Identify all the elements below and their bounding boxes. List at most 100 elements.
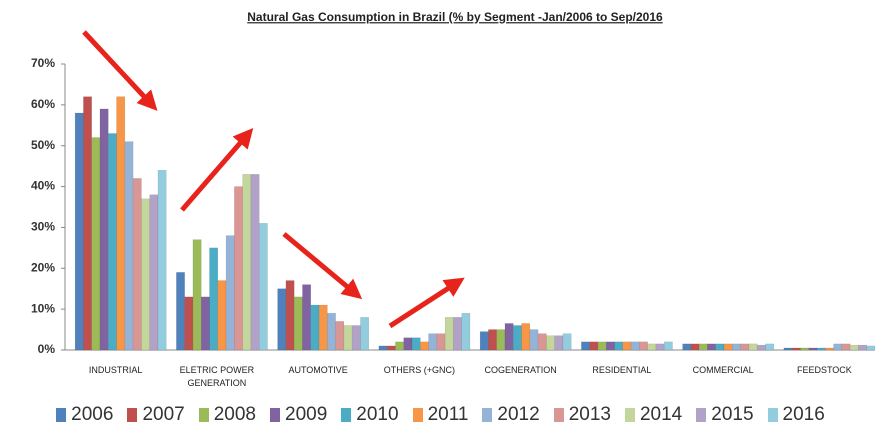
y-tick-label: 30% bbox=[31, 220, 55, 234]
x-tick-label: FEEDSTOCK bbox=[796, 365, 852, 375]
legend-label: 2010 bbox=[356, 404, 399, 425]
bar bbox=[614, 341, 624, 351]
arrow bbox=[388, 277, 465, 329]
bar bbox=[453, 317, 462, 351]
chart-title: Natural Gas Consumption in Brazil (% by … bbox=[247, 10, 663, 24]
bar bbox=[723, 343, 733, 351]
bar bbox=[529, 329, 539, 351]
bar bbox=[403, 337, 413, 351]
bar bbox=[436, 333, 446, 351]
bar bbox=[756, 344, 766, 351]
legend-item: 2013 bbox=[553, 404, 611, 426]
bar bbox=[74, 112, 84, 351]
legend-swatch bbox=[127, 408, 138, 422]
y-tick-label: 50% bbox=[31, 138, 55, 152]
legend-item: 2012 bbox=[482, 404, 540, 426]
bar bbox=[217, 280, 227, 351]
bar bbox=[546, 335, 555, 351]
legend-swatch bbox=[341, 408, 352, 422]
bar bbox=[554, 335, 564, 351]
x-tick-label: COMMERCIAL bbox=[692, 365, 754, 375]
legend-label: 2007 bbox=[142, 404, 185, 425]
bar bbox=[293, 296, 303, 351]
bar bbox=[800, 347, 809, 351]
bar bbox=[99, 108, 109, 351]
legend-label: 2012 bbox=[497, 404, 540, 425]
bar bbox=[605, 341, 615, 351]
bar bbox=[496, 329, 506, 351]
y-tick-label: 10% bbox=[31, 301, 55, 315]
legend: 2006 2007 2008 2009 2010 2011 2012 2013 2014 2015… bbox=[0, 404, 881, 426]
bar bbox=[428, 333, 438, 351]
legend-swatch bbox=[412, 408, 423, 422]
legend-swatch bbox=[482, 408, 493, 422]
bar bbox=[285, 280, 295, 351]
legend-label: 2014 bbox=[639, 404, 683, 425]
legend-swatch bbox=[767, 408, 778, 422]
bar bbox=[461, 312, 471, 351]
legend-item: 2011 bbox=[412, 404, 469, 426]
legend-swatch bbox=[696, 408, 707, 422]
y-tick-label: 20% bbox=[31, 260, 55, 274]
bar bbox=[124, 141, 134, 351]
bar bbox=[351, 325, 361, 351]
bar bbox=[581, 341, 590, 351]
bar bbox=[234, 186, 243, 351]
bar bbox=[310, 304, 320, 351]
bar bbox=[327, 312, 336, 351]
bar bbox=[258, 223, 268, 351]
bar bbox=[647, 343, 657, 351]
bar bbox=[655, 343, 665, 351]
bar bbox=[242, 174, 252, 351]
bar bbox=[639, 341, 648, 351]
bar bbox=[521, 323, 531, 351]
legend-item: 2008 bbox=[198, 404, 256, 426]
x-tick-label: AUTOMOTIVE bbox=[288, 365, 348, 375]
bar bbox=[488, 329, 497, 351]
bar bbox=[277, 288, 287, 351]
bar bbox=[715, 343, 725, 351]
x-tick-label: OTHERS (+GNC) bbox=[383, 365, 455, 375]
bar bbox=[622, 341, 632, 351]
bar bbox=[833, 343, 843, 351]
bar bbox=[740, 343, 750, 351]
y-tick-label: 40% bbox=[31, 179, 55, 193]
legend-item: 2016 bbox=[767, 404, 825, 426]
bar bbox=[343, 325, 353, 351]
x-tick-label: RESIDENTIAL bbox=[592, 365, 652, 375]
bar bbox=[386, 345, 396, 351]
bar bbox=[513, 325, 522, 351]
bar bbox=[335, 321, 345, 351]
bar bbox=[108, 133, 117, 351]
legend-label: 2009 bbox=[285, 404, 328, 425]
bar bbox=[630, 341, 640, 351]
bar bbox=[209, 247, 219, 351]
y-tick-label: 0% bbox=[38, 342, 56, 356]
bar bbox=[808, 347, 818, 351]
y-tick-label: 70% bbox=[31, 56, 55, 70]
bar bbox=[302, 284, 312, 351]
bar bbox=[783, 347, 793, 351]
bar bbox=[200, 296, 210, 351]
legend-swatch bbox=[56, 408, 67, 422]
bar bbox=[91, 137, 101, 351]
y-tick-label: 60% bbox=[31, 97, 55, 111]
bar bbox=[849, 344, 859, 351]
bar bbox=[149, 194, 159, 351]
bar bbox=[791, 347, 801, 351]
bar bbox=[537, 333, 547, 351]
bar bbox=[816, 347, 826, 351]
bar bbox=[562, 333, 572, 351]
legend-label: 2011 bbox=[427, 404, 469, 425]
legend-item: 2006 bbox=[56, 404, 113, 426]
bar bbox=[318, 304, 328, 351]
bar bbox=[411, 337, 421, 351]
legend-label: 2008 bbox=[213, 404, 256, 425]
legend-item: 2007 bbox=[127, 404, 185, 426]
legend-item: 2014 bbox=[624, 404, 683, 426]
bar bbox=[176, 272, 185, 351]
bar bbox=[378, 345, 388, 351]
bar bbox=[444, 317, 454, 351]
bar bbox=[707, 343, 717, 351]
